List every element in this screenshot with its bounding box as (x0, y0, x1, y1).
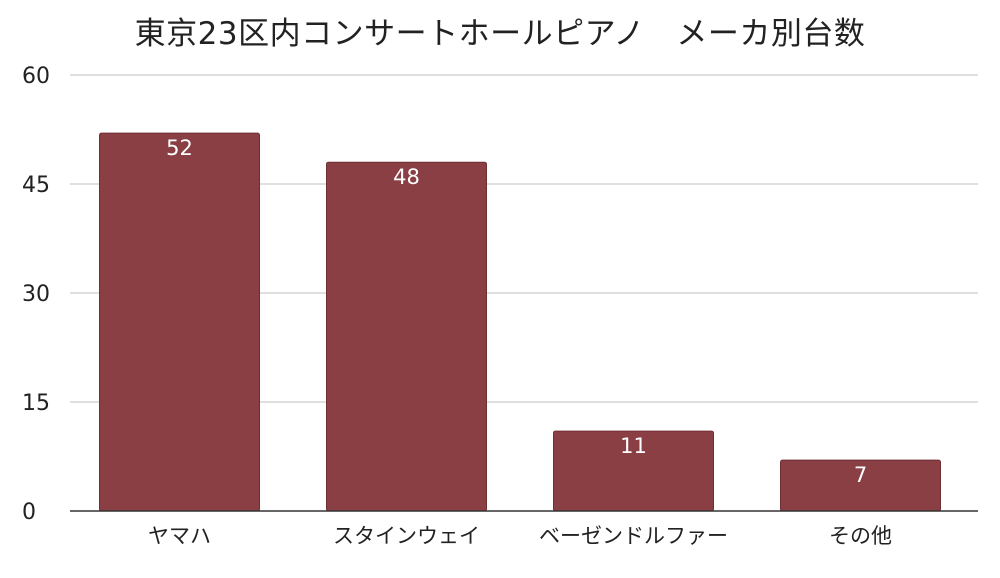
y-tick-label: 60 (22, 64, 50, 89)
data-label: 52 (166, 136, 193, 160)
bar (99, 132, 260, 512)
x-tick-label: ベーゼンドルファー (539, 524, 728, 548)
data-label: 48 (393, 165, 420, 189)
y-tick-label: 45 (22, 173, 50, 198)
x-tick-label: スタインウェイ (333, 524, 480, 548)
y-tick-label: 15 (22, 391, 50, 416)
x-tick-label: ヤマハ (148, 524, 211, 548)
data-label: 11 (620, 434, 647, 458)
chart-title: 東京23区内コンサートホールピアノ メーカ別台数 (134, 16, 866, 52)
data-label: 7 (854, 463, 867, 487)
x-tick-label: その他 (829, 524, 892, 548)
y-tick-label: 30 (22, 282, 50, 307)
bar (326, 161, 487, 512)
y-tick-label: 0 (22, 500, 36, 525)
